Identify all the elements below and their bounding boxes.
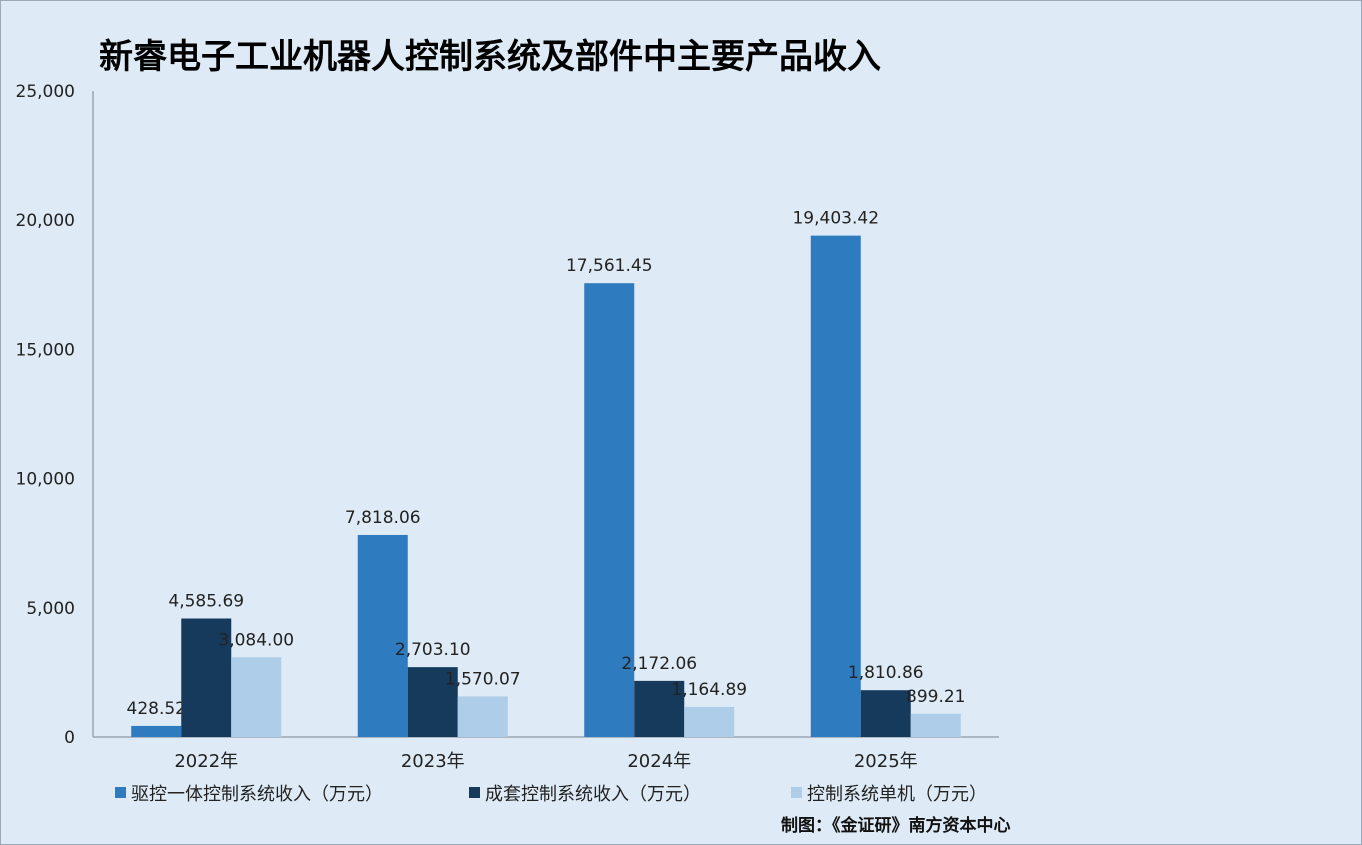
data-label: 1,570.07 (445, 669, 521, 689)
data-label: 1,810.86 (848, 663, 924, 683)
data-label: 2,703.10 (395, 640, 471, 660)
bars: 428.52 4,585.69 3,084.00 7,818.06 2,703.10 1,… (127, 209, 965, 737)
bar (131, 725, 182, 737)
data-label: 7,818.06 (345, 508, 421, 528)
category-labels: 2022年 2023年 2024年 2025年 (174, 751, 917, 772)
data-label: 17,561.45 (566, 256, 653, 276)
legend: 驱控一体控制系统收入（万元） 成套控制系统收入（万元） 控制系统单机（万元） (115, 784, 987, 805)
chart-credit: 制图：《金证研》南方资本中心 (781, 815, 1011, 836)
legend-label: 控制系统单机（万元） (807, 784, 987, 805)
data-label: 3,084.00 (218, 630, 294, 650)
y-axis-ticks: 0 5,000 10,000 15,000 20,000 25,000 (16, 82, 75, 748)
bar (860, 690, 911, 737)
x-category-label: 2025年 (854, 751, 918, 772)
data-label: 428.52 (127, 699, 186, 719)
x-category-label: 2024年 (627, 751, 691, 772)
bar (684, 706, 735, 737)
bar (181, 618, 232, 737)
legend-swatch (469, 787, 480, 798)
x-category-label: 2023年 (401, 751, 465, 772)
bar (407, 667, 458, 737)
x-category-label: 2022年 (174, 751, 238, 772)
legend-swatch (791, 787, 802, 798)
data-label: 899.21 (906, 687, 965, 707)
y-tick-label: 0 (64, 728, 75, 748)
y-tick-label: 5,000 (26, 599, 75, 619)
y-tick-label: 10,000 (16, 470, 75, 490)
bar (357, 534, 408, 737)
y-tick-label: 25,000 (16, 82, 75, 102)
bar (231, 657, 282, 737)
data-label: 1,164.89 (671, 680, 747, 700)
chart-title: 新睿电子工业机器人控制系统及部件中主要产品收入 (99, 37, 881, 77)
data-label: 19,403.42 (792, 209, 879, 229)
bar (634, 680, 685, 737)
legend-label: 驱控一体控制系统收入（万元） (131, 784, 383, 805)
y-tick-label: 15,000 (16, 340, 75, 360)
bar (457, 696, 508, 737)
y-tick-label: 20,000 (16, 211, 75, 231)
data-label: 2,172.06 (621, 654, 697, 674)
data-label: 4,585.69 (168, 592, 244, 612)
bar (584, 283, 635, 737)
legend-label: 成套控制系统收入（万元） (485, 784, 701, 805)
bar (810, 235, 861, 737)
bar (910, 713, 961, 737)
legend-swatch (115, 787, 126, 798)
